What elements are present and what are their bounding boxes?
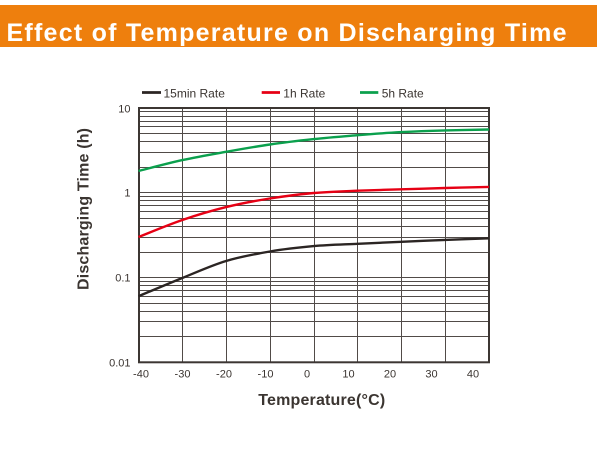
svg-text:30: 30 <box>425 369 437 381</box>
svg-text:Discharging Time (h): Discharging Time (h) <box>76 128 93 290</box>
svg-text:-30: -30 <box>175 369 191 381</box>
svg-text:1: 1 <box>124 188 130 200</box>
svg-text:0.01: 0.01 <box>109 358 130 370</box>
svg-text:Temperature(°C): Temperature(°C) <box>258 392 385 409</box>
svg-text:-10: -10 <box>258 369 274 381</box>
svg-text:5h Rate: 5h Rate <box>382 87 424 101</box>
svg-text:10: 10 <box>118 103 130 115</box>
svg-text:1h Rate: 1h Rate <box>283 87 325 101</box>
svg-text:Effect of Temperature on Disch: Effect of Temperature on Discharging Tim… <box>7 19 567 47</box>
svg-text:20: 20 <box>384 369 396 381</box>
svg-text:40: 40 <box>467 369 479 381</box>
svg-text:-40: -40 <box>133 369 149 381</box>
svg-text:0: 0 <box>304 369 310 381</box>
svg-text:15min Rate: 15min Rate <box>164 87 226 101</box>
svg-text:10: 10 <box>342 369 354 381</box>
svg-text:0.1: 0.1 <box>115 273 130 285</box>
svg-text:-20: -20 <box>216 369 232 381</box>
